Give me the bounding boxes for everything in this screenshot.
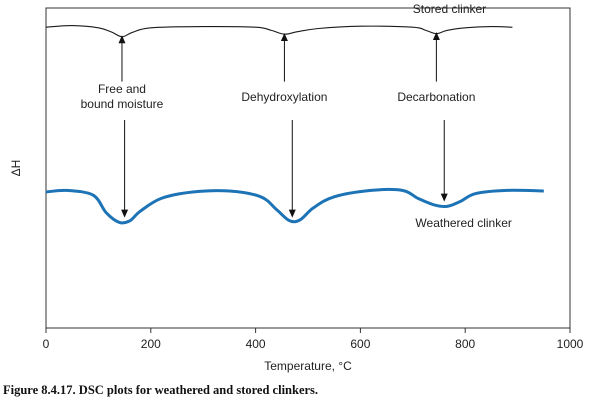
x-tick-label-400: 400	[246, 337, 266, 351]
arrow-4	[288, 120, 296, 218]
arrow-5	[432, 32, 440, 82]
x-tick-label-200: 200	[141, 337, 161, 351]
arrow-layer	[118, 32, 448, 218]
plot-frame	[45, 7, 571, 329]
x-axis-label: Temperature, °C	[264, 359, 352, 373]
x-axis-ticks: 0 200 400 600 800 1000	[43, 328, 584, 351]
x-tick-label-800: 800	[455, 337, 475, 351]
series-label-weathered-clinker: Weathered clinker	[415, 216, 512, 230]
figure-caption: Figure 8.4.17. DSC plots for weathered a…	[3, 383, 319, 397]
series-label-stored-clinker: Stored clinker	[413, 2, 486, 16]
arrow-1	[118, 35, 126, 82]
series-line-stored-clinker	[45, 25, 513, 38]
series-layer	[45, 25, 544, 225]
annotation-free-and: Free and	[98, 82, 146, 96]
annotation-decarbonation: Decarbonation	[397, 90, 475, 104]
annotation-dehydroxylation: Dehydroxylation	[241, 90, 327, 104]
x-tick-label-1000: 1000	[557, 337, 584, 351]
annotation-bound-moisture: bound moisture	[81, 97, 164, 111]
x-tick-label-0: 0	[43, 337, 50, 351]
series-line-weathered-clinker	[45, 188, 544, 225]
arrow-6	[440, 120, 448, 202]
x-tick-label-600: 600	[350, 337, 370, 351]
y-axis-label: ΔH	[9, 160, 23, 177]
arrow-3	[280, 32, 288, 82]
arrow-2	[121, 120, 129, 218]
dsc-chart: 0 200 400 600 800 1000 Temperature, °C ΔH Sto…	[9, 2, 584, 373]
